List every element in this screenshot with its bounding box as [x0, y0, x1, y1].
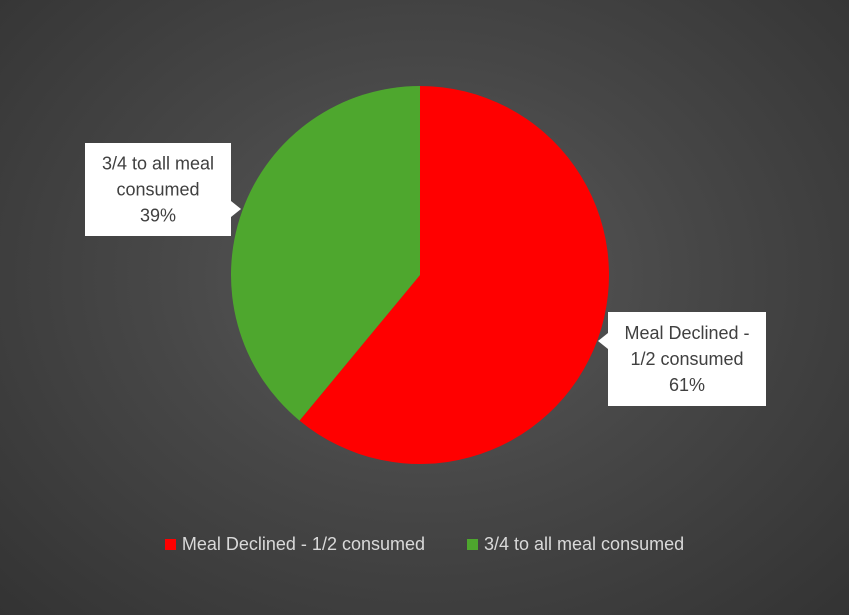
legend-swatch-declined [164, 538, 176, 550]
callout-consumed-box [85, 143, 231, 236]
callout-declined-percent: 61% [669, 375, 705, 395]
callout-consumed-label-line: 3/4 to all meal [102, 154, 214, 174]
callout-declined-label-line: Meal Declined - [624, 323, 749, 343]
legend-swatch-consumed [467, 538, 478, 550]
callout-declined-box [608, 312, 766, 406]
legend: Meal Declined - 1/2 consumed 3/4 to all … [0, 528, 849, 560]
legend-label-consumed: 3/4 to all meal consumed [484, 533, 685, 554]
callout-consumed-label-line: consumed [116, 180, 199, 200]
callout-consumed: 3/4 to all meal consumed 39% [85, 143, 241, 236]
pie-slices [230, 86, 609, 464]
data-callouts: Meal Declined - 1/2 consumed 61% 3/4 to all… [85, 143, 766, 406]
legend-item-consumed: 3/4 to all meal consumed [467, 534, 684, 555]
callout-declined: Meal Declined - 1/2 consumed 61% [598, 312, 766, 406]
callout-declined-pointer [598, 333, 608, 349]
callout-consumed-pointer [231, 201, 241, 217]
legend-label-declined: Meal Declined - 1/2 consumed [181, 533, 425, 554]
pie-slice-consumed [230, 86, 420, 421]
pie-slice-declined [299, 86, 609, 464]
callout-consumed-percent: 39% [140, 206, 176, 226]
legend-item-declined: Meal Declined - 1/2 consumed [164, 533, 425, 555]
callout-declined-label-line: 1/2 consumed [630, 349, 743, 369]
